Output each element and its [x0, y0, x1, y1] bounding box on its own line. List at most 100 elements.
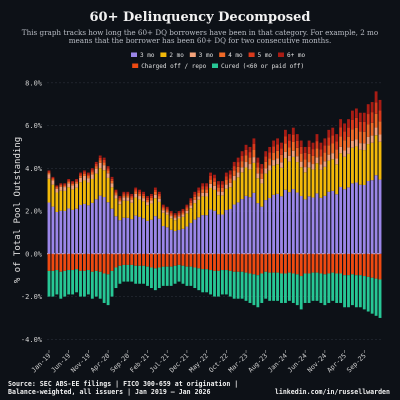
bar-pos-0: [323, 195, 327, 254]
bar-pos-0: [106, 202, 110, 254]
bar-pos-4: [351, 119, 354, 130]
bar-pos-5: [224, 172, 228, 177]
x-tick-label: Jan-19: [30, 352, 53, 375]
bar-pos-0: [90, 202, 94, 254]
bar-pos-2: [303, 167, 307, 173]
bar-pos-4: [232, 166, 236, 171]
bar-pos-5: [280, 142, 283, 149]
bar-pos-5: [138, 189, 142, 192]
bar-pos-5: [75, 179, 78, 181]
bar-cured: [110, 270, 114, 297]
bar-pos-1: [173, 220, 177, 232]
bar-pos-1: [287, 161, 291, 193]
x-tick-label: Mar-23: [227, 352, 250, 375]
bar-pos-1: [79, 182, 82, 206]
bar-pos-0: [331, 190, 335, 254]
bar-pos-2: [118, 201, 122, 205]
bar-pos-1: [276, 164, 279, 194]
x-tick-label: Apr-25: [325, 352, 348, 375]
bar-cured: [94, 270, 98, 297]
bar-cured: [51, 270, 55, 297]
bar-charged-off: [193, 253, 197, 268]
bar-pos-5: [248, 146, 252, 153]
bar-cured: [153, 268, 157, 291]
bar-pos-0: [319, 197, 323, 254]
bar-pos-4: [315, 141, 319, 149]
bar-charged-off: [335, 253, 339, 274]
bar-pos-3: [185, 208, 189, 211]
bar-pos-4: [343, 131, 346, 141]
bar-pos-2: [189, 205, 193, 209]
bar-cured: [75, 269, 78, 293]
bar-charged-off: [67, 253, 71, 271]
bar-cured: [161, 266, 165, 286]
bar-pos-1: [240, 172, 244, 200]
bar-pos-3: [217, 187, 220, 192]
bar-pos-5: [150, 193, 153, 196]
bar-charged-off: [236, 253, 240, 272]
bar-charged-off: [197, 253, 201, 269]
bar-pos-1: [197, 199, 201, 218]
bar-pos-5: [83, 170, 86, 173]
bar-cured: [280, 273, 283, 303]
bar-pos-2: [264, 168, 268, 174]
bar-pos-4: [130, 195, 134, 198]
bar-charged-off: [217, 253, 220, 271]
bar-pos-3: [299, 153, 303, 162]
bar-charged-off: [157, 253, 161, 268]
bar-cured: [118, 265, 122, 284]
bar-pos-1: [193, 203, 197, 220]
bar-pos-3: [319, 156, 323, 165]
bar-pos-4: [217, 184, 220, 188]
bar-charged-off: [90, 253, 94, 272]
bar-pos-1: [51, 184, 55, 207]
bar-pos-2: [75, 183, 78, 188]
bar-pos-1: [98, 168, 102, 196]
bar-charged-off: [291, 253, 295, 274]
bar-pos-4: [287, 140, 291, 148]
bar-pos-2: [248, 164, 252, 170]
bar-pos-3: [244, 155, 248, 163]
bar-pos-0: [256, 203, 260, 254]
bar-pos-3: [307, 153, 311, 163]
bar-pos-1: [280, 167, 283, 197]
bar-charged-off: [51, 253, 55, 271]
bar-charged-off: [94, 253, 98, 271]
bar-pos-1: [307, 167, 311, 197]
bar-pos-0: [260, 206, 264, 254]
bar-cured: [339, 273, 343, 303]
x-tick-label: Apr-20: [89, 352, 112, 375]
bar-pos-1: [362, 150, 366, 185]
bar-pos-3: [110, 180, 114, 184]
bar-pos-3: [114, 193, 118, 196]
bar-pos-4: [177, 212, 181, 215]
bar-pos-2: [276, 158, 279, 165]
bar-pos-4: [173, 214, 177, 217]
bar-pos-0: [303, 199, 307, 254]
bar-pos-3: [323, 152, 327, 162]
bar-charged-off: [138, 253, 142, 266]
bar-pos-4: [161, 206, 165, 209]
bar-pos-0: [118, 220, 122, 254]
bar-pos-1: [299, 167, 303, 196]
bar-pos-4: [110, 178, 114, 181]
bar-cured: [268, 272, 272, 301]
bar-charged-off: [319, 253, 323, 274]
bar-charged-off: [303, 253, 307, 274]
bar-pos-0: [59, 210, 63, 254]
bar-pos-4: [205, 186, 209, 190]
bar-pos-3: [224, 180, 228, 185]
bar-pos-0: [122, 217, 126, 254]
bar-pos-2: [291, 150, 295, 157]
bar-cured: [150, 267, 153, 289]
bar-pos-2: [193, 199, 197, 204]
bar-pos-5: [79, 172, 82, 175]
bar-pos-0: [150, 219, 153, 254]
bar-pos-5: [276, 138, 279, 145]
bar-pos-2: [142, 198, 145, 202]
bar-pos-5: [173, 213, 177, 215]
bar-pos-2: [98, 162, 102, 169]
bar-pos-3: [63, 185, 67, 188]
x-tick-label: Oct-22: [207, 352, 230, 375]
bar-pos-0: [366, 181, 370, 254]
